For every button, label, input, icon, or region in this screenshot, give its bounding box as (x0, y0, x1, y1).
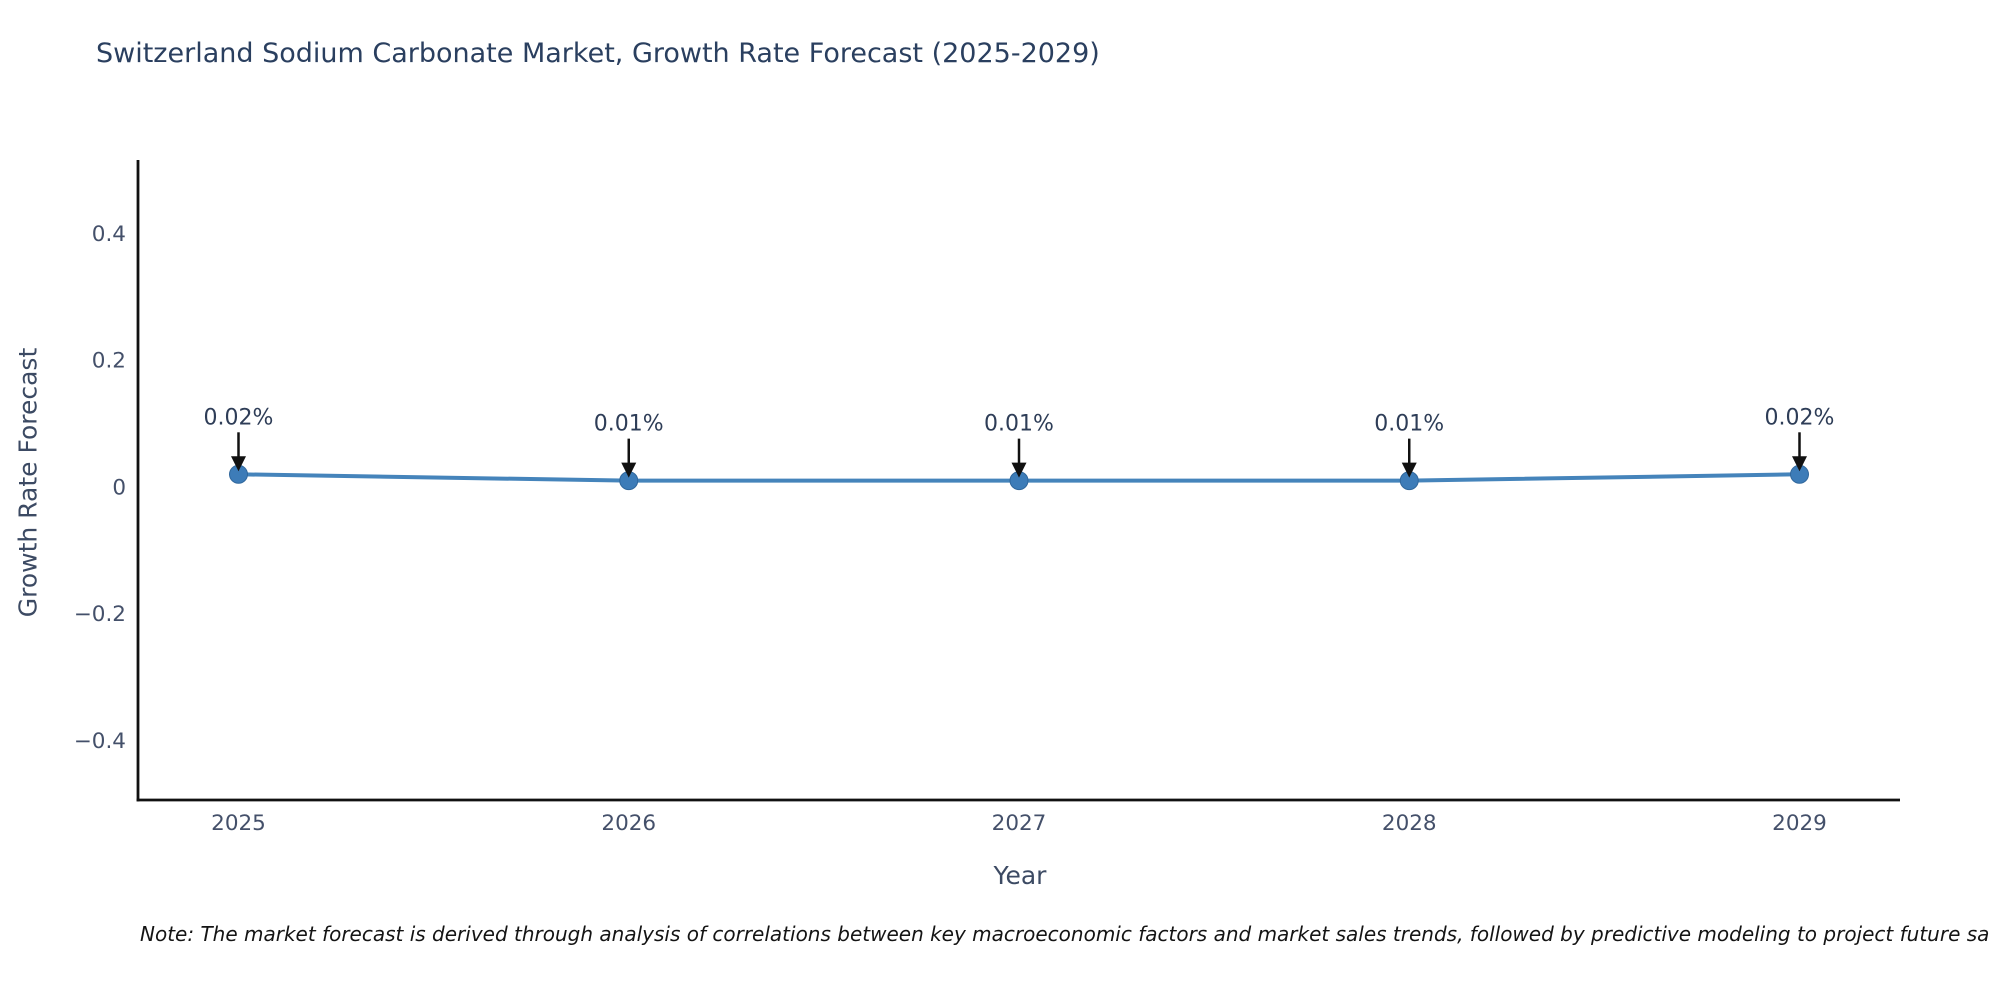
x-axis-title: Year (993, 861, 1047, 890)
x-tick-label: 2025 (211, 811, 266, 836)
y-tick-label: −0.4 (74, 729, 126, 754)
annotation-arrowhead (1401, 462, 1417, 478)
y-tick-label: −0.2 (74, 602, 126, 627)
x-tick-label: 2027 (992, 811, 1047, 836)
annotation-label: 0.01% (1374, 412, 1444, 437)
annotation-arrowhead (231, 456, 246, 472)
y-tick-label: 0.4 (92, 222, 126, 247)
annotation-label: 0.02% (204, 405, 274, 430)
annotation-label: 0.01% (984, 412, 1054, 437)
y-tick-label: 0.2 (92, 349, 126, 374)
x-tick-label: 2029 (1772, 811, 1827, 836)
annotation-label: 0.02% (1765, 405, 1835, 430)
footnote: Note: The market forecast is derived thr… (140, 922, 1990, 946)
x-tick-label: 2028 (1382, 811, 1437, 836)
y-tick-label: 0 (112, 475, 126, 500)
annotation-label: 0.01% (594, 412, 664, 437)
chart-title: Switzerland Sodium Carbonate Market, Gro… (96, 38, 1100, 69)
annotation-arrowhead (621, 462, 637, 478)
annotation-arrowhead (1792, 456, 1807, 472)
x-tick-label: 2026 (601, 811, 656, 836)
annotation-arrowhead (1011, 462, 1027, 478)
